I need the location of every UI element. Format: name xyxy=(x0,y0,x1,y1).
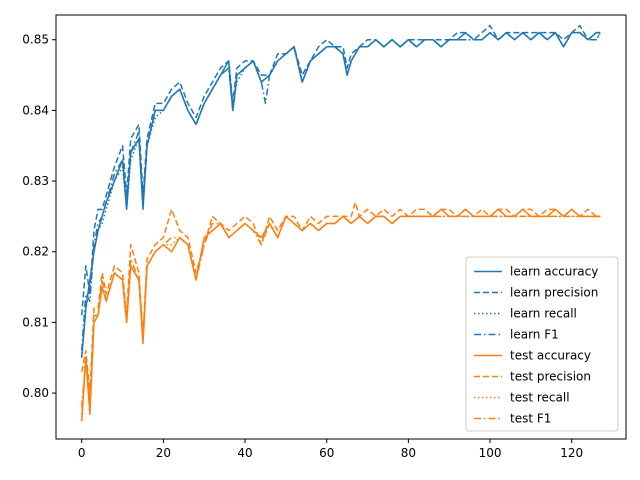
series-line-learn-recall xyxy=(80,31,601,358)
y-tick-label: 0.85 xyxy=(22,33,49,47)
y-axis: 0.80 0.81 0.82 0.83 0.84 0.85 xyxy=(22,33,56,400)
legend-label: learn accuracy xyxy=(510,265,598,279)
x-tick-label: 0 xyxy=(78,446,86,460)
legend-label: test accuracy xyxy=(510,349,591,363)
x-tick-label: 40 xyxy=(237,446,252,460)
legend-label: test F1 xyxy=(510,412,551,426)
legend-label: learn precision xyxy=(510,286,598,300)
series-line-test-F1 xyxy=(80,215,601,408)
x-tick-label: 100 xyxy=(479,446,502,460)
legend-label: learn recall xyxy=(510,307,577,321)
series-layer xyxy=(80,24,601,422)
legend-box xyxy=(465,256,619,432)
legend-label: test recall xyxy=(510,391,570,405)
x-tick-label: 20 xyxy=(156,446,171,460)
y-tick-label: 0.80 xyxy=(22,386,49,400)
series-line-learn-F1 xyxy=(80,31,601,351)
legend-label: learn F1 xyxy=(510,328,559,342)
x-tick-label: 80 xyxy=(401,446,416,460)
y-tick-label: 0.83 xyxy=(22,174,49,188)
y-tick-label: 0.84 xyxy=(22,103,49,117)
x-tick-label: 120 xyxy=(560,446,583,460)
legend-label: test precision xyxy=(510,370,591,384)
legend: learn accuracy learn precision learn recal… xyxy=(465,256,619,432)
x-tick-label: 60 xyxy=(319,446,334,460)
y-tick-label: 0.82 xyxy=(22,245,49,259)
series-line-test-precision xyxy=(80,201,601,394)
x-axis: 0 20 40 60 80 100 120 xyxy=(78,439,583,460)
y-tick-label: 0.81 xyxy=(22,315,49,329)
plot-area-frame xyxy=(55,14,627,440)
